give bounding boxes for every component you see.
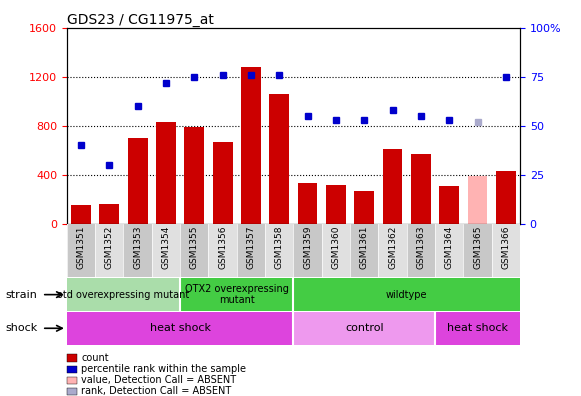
Text: GSM1359: GSM1359 <box>303 225 312 269</box>
Text: GDS23 / CG11975_at: GDS23 / CG11975_at <box>67 13 214 27</box>
Text: GSM1364: GSM1364 <box>444 225 454 269</box>
Bar <box>95 224 123 277</box>
Bar <box>383 149 403 224</box>
Text: GSM1351: GSM1351 <box>77 225 85 269</box>
Text: rank, Detection Call = ABSENT: rank, Detection Call = ABSENT <box>81 386 232 396</box>
Bar <box>123 224 152 277</box>
Text: GSM1362: GSM1362 <box>388 225 397 269</box>
Bar <box>322 224 350 277</box>
Text: strain: strain <box>6 289 38 300</box>
Text: GSM1365: GSM1365 <box>473 225 482 269</box>
Bar <box>99 204 119 224</box>
Text: percentile rank within the sample: percentile rank within the sample <box>81 364 246 374</box>
Bar <box>71 205 91 224</box>
Bar <box>293 278 520 311</box>
Bar <box>209 224 237 277</box>
Text: GSM1357: GSM1357 <box>246 225 256 269</box>
Bar <box>265 224 293 277</box>
Text: OTX2 overexpressing
mutant: OTX2 overexpressing mutant <box>185 284 289 305</box>
Bar <box>184 127 204 224</box>
Bar <box>326 185 346 224</box>
Bar <box>67 278 180 311</box>
Text: heat shock: heat shock <box>447 323 508 333</box>
Text: GSM1360: GSM1360 <box>331 225 340 269</box>
Text: GSM1361: GSM1361 <box>360 225 369 269</box>
Text: heat shock: heat shock <box>150 323 210 333</box>
Text: shock: shock <box>6 323 38 333</box>
Bar <box>435 224 464 277</box>
Bar <box>67 224 95 277</box>
Bar <box>152 224 180 277</box>
Text: count: count <box>81 353 109 363</box>
Text: control: control <box>345 323 383 333</box>
Bar <box>237 224 265 277</box>
Text: GSM1363: GSM1363 <box>417 225 425 269</box>
Text: GSM1366: GSM1366 <box>501 225 510 269</box>
Bar <box>241 67 261 224</box>
Text: GSM1355: GSM1355 <box>190 225 199 269</box>
Text: value, Detection Call = ABSENT: value, Detection Call = ABSENT <box>81 375 236 385</box>
Bar <box>128 138 148 224</box>
Bar <box>468 176 487 224</box>
Bar <box>496 171 516 224</box>
Bar <box>464 224 492 277</box>
Text: GSM1352: GSM1352 <box>105 225 114 269</box>
Bar <box>411 154 431 224</box>
Bar <box>293 224 322 277</box>
Text: wildtype: wildtype <box>386 289 428 300</box>
Text: GSM1358: GSM1358 <box>275 225 284 269</box>
Bar <box>439 186 459 224</box>
Bar <box>297 183 317 224</box>
Text: GSM1356: GSM1356 <box>218 225 227 269</box>
Text: GSM1353: GSM1353 <box>133 225 142 269</box>
Text: otd overexpressing mutant: otd overexpressing mutant <box>58 289 189 300</box>
Bar <box>354 190 374 224</box>
Text: GSM1354: GSM1354 <box>162 225 170 269</box>
Bar <box>378 224 407 277</box>
Bar <box>492 224 520 277</box>
Bar <box>350 224 378 277</box>
Bar <box>270 94 289 224</box>
Bar <box>435 312 520 345</box>
Bar <box>156 122 176 224</box>
Bar <box>180 278 293 311</box>
Bar <box>293 312 435 345</box>
Bar <box>180 224 209 277</box>
Bar <box>67 312 293 345</box>
Bar <box>213 142 232 224</box>
Bar <box>407 224 435 277</box>
